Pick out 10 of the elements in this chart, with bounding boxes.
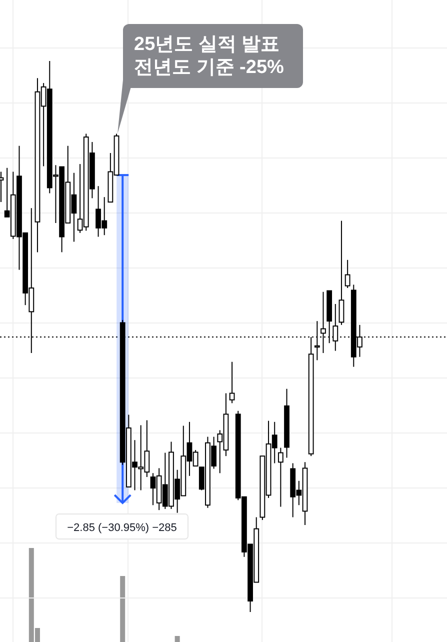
bar <box>120 576 126 642</box>
candlestick <box>338 220 344 326</box>
candlestick <box>229 361 235 404</box>
annotation: 25년도 실적 발표 전년도 기준 -25% <box>134 34 284 78</box>
measure-label: −2.85 (−30.95%) −285 <box>56 514 188 540</box>
callout: 25년도 실적 발표 전년도 기준 -25% <box>118 24 303 134</box>
annotation: −2.85 (−30.95%) −285 <box>67 522 177 534</box>
candlestick <box>344 259 350 289</box>
bar <box>174 636 180 642</box>
candlestick <box>278 447 284 508</box>
